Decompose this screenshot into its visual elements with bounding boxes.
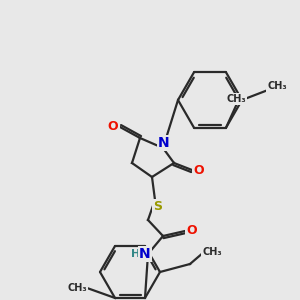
Text: CH₃: CH₃ [226,94,246,104]
Text: N: N [158,136,170,150]
Text: CH₃: CH₃ [67,283,87,293]
Text: N: N [139,247,151,261]
Text: CH₃: CH₃ [267,81,287,91]
Text: O: O [108,121,118,134]
Text: H: H [131,249,141,259]
Text: S: S [154,200,163,214]
Text: O: O [194,164,204,176]
Text: CH₃: CH₃ [202,247,222,257]
Text: O: O [187,224,197,238]
